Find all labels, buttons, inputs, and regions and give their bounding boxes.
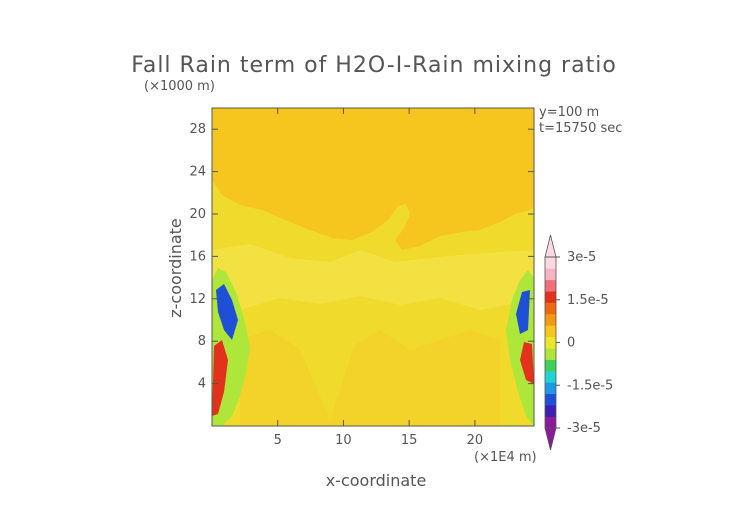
x-axis-ticks: 5 10 15 20 <box>274 108 484 448</box>
colorbar-segment <box>545 279 556 292</box>
y-tick-label: 28 <box>189 122 206 137</box>
y-axis-label: z-coordinate <box>166 218 185 318</box>
x-tick-label: 10 <box>335 433 352 448</box>
colorbar-segment <box>545 393 556 406</box>
colorbar-segment <box>545 416 556 429</box>
chart-title: Fall Rain term of H2O-I-Rain mixing rati… <box>131 53 617 78</box>
colorbar-tick-label: -1.5e-5 <box>567 378 613 393</box>
annotation-t: t=15750 sec <box>539 121 622 136</box>
colorbar <box>544 234 557 451</box>
colorbar-segment <box>545 325 556 338</box>
x-tick-label: 5 <box>274 433 282 448</box>
colorbar-segment <box>545 405 556 417</box>
colorbar-segment <box>545 359 556 372</box>
colorbar-tick-label: 1.5e-5 <box>567 293 609 308</box>
y-tick-label: 12 <box>189 292 206 307</box>
colorbar-segment <box>545 371 556 383</box>
y-tick-label: 8 <box>198 334 206 349</box>
colorbar-segment <box>545 348 556 360</box>
colorbar-segment <box>545 382 556 395</box>
colorbar-segment <box>545 336 556 349</box>
x-axis-label: x-coordinate <box>326 471 427 490</box>
colorbar-ticks: 3e-5 1.5e-5 0 -1.5e-5 -3e-5 <box>556 250 613 436</box>
field-left-red <box>212 340 228 416</box>
colorbar-segment <box>545 257 556 269</box>
heatmap-field <box>212 108 534 426</box>
colorbar-tick-label: -3e-5 <box>567 421 601 436</box>
x-tick-label: 20 <box>467 433 484 448</box>
field-lower-wash <box>240 330 500 426</box>
colorbar-segment <box>545 268 556 281</box>
y-axis-ticks: 4 8 12 16 20 24 28 <box>189 122 534 392</box>
colorbar-upper-arrow <box>544 234 557 258</box>
y-tick-label: 4 <box>198 377 206 392</box>
colorbar-segment <box>545 302 556 315</box>
field-left-core <box>216 284 238 340</box>
y-tick-label: 20 <box>189 207 206 222</box>
plot-frame <box>211 107 535 427</box>
colorbar-segment <box>545 291 556 303</box>
x-unit-label: (×1E4 m) <box>474 450 537 465</box>
field-right-red <box>520 342 534 384</box>
y-unit-label: (×1000 m) <box>144 79 215 94</box>
y-tick-label: 16 <box>189 249 206 264</box>
y-tick-label: 24 <box>189 165 206 180</box>
colorbar-tick-label: 3e-5 <box>567 250 596 265</box>
colorbar-tick-label: 0 <box>567 336 575 351</box>
field-right-core <box>516 290 530 334</box>
colorbar-segment <box>545 314 556 326</box>
annotation-y: y=100 m <box>539 105 599 120</box>
x-tick-label: 15 <box>401 433 418 448</box>
colorbar-lower-arrow <box>544 427 557 451</box>
field-lower-band <box>212 244 534 310</box>
